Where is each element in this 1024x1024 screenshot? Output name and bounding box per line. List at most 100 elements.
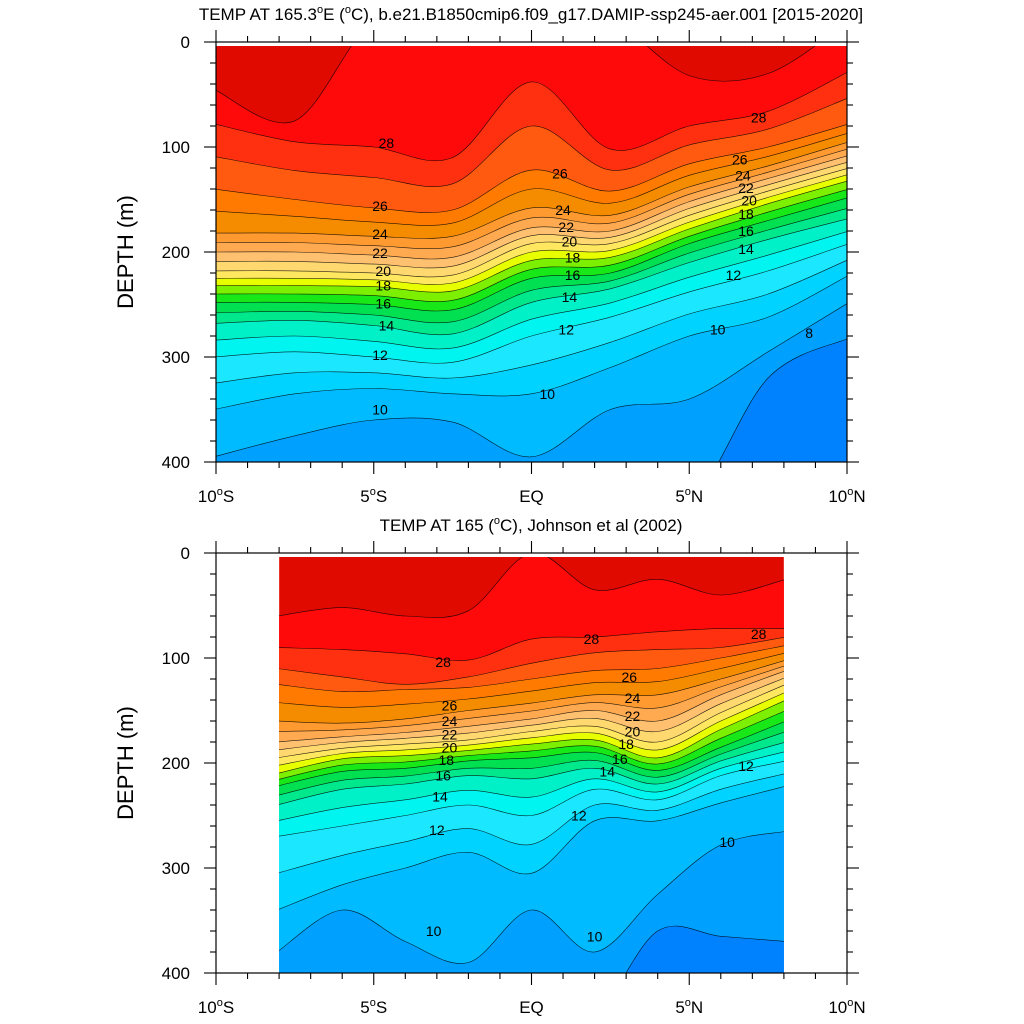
isotherm-15	[216, 208, 847, 324]
isotherm-10	[216, 275, 847, 410]
y-tick-label: 300	[162, 348, 190, 367]
x-tick-label: 5oN	[675, 997, 703, 1017]
contour-label: 26	[372, 198, 388, 214]
contour-label: 14	[432, 789, 448, 805]
isotherm-29	[216, 46, 816, 124]
contour-label: 26	[732, 152, 748, 168]
contour-label: 28	[751, 626, 767, 642]
contour-label: 10	[587, 928, 603, 944]
contour-label: 22	[738, 180, 754, 196]
isotherm-27	[216, 98, 847, 187]
isotherm-15	[279, 731, 784, 796]
contour-label: 22	[625, 708, 641, 724]
x-tick-label: EQ	[519, 487, 544, 506]
isotherm-25	[279, 652, 784, 708]
isotherm-16	[279, 721, 784, 786]
isotherm-12	[216, 243, 847, 364]
contour-label: 20	[741, 193, 757, 209]
isotherm-17	[216, 189, 847, 302]
isotherm-10	[279, 786, 784, 910]
y-tick-label: 100	[162, 138, 190, 157]
contour-fill-group	[279, 557, 784, 973]
isotherm-28	[279, 628, 784, 661]
contour-label: 22	[558, 219, 574, 235]
y-tick-label: 100	[162, 649, 190, 668]
contour-label: 14	[738, 241, 754, 257]
contour-label: 10	[539, 386, 555, 402]
isotherm-25	[216, 133, 847, 226]
x-tick-label: 5oN	[675, 486, 703, 506]
isotherm-19	[216, 174, 847, 285]
isotherm-17	[279, 711, 784, 780]
contour-label: 16	[565, 267, 581, 283]
contour-label: 12	[571, 808, 587, 824]
contour-label: 18	[618, 736, 634, 752]
contour-label: 20	[562, 234, 578, 250]
contour-label: 24	[442, 713, 458, 729]
y-tick-label: 300	[162, 859, 190, 878]
chart-title: TEMP AT 165.3oE (oC), b.e21.B1850cmip6.f…	[199, 4, 863, 24]
isotherm-18	[279, 700, 784, 774]
isotherm-23	[216, 148, 847, 250]
isotherm-8	[718, 338, 847, 462]
isotherm-19	[279, 692, 784, 766]
isotherm-14	[279, 742, 784, 805]
contour-label: 12	[558, 322, 574, 338]
contour-label: 22	[442, 727, 458, 743]
contour-label: 22	[372, 245, 388, 261]
isotherm-9	[216, 303, 847, 458]
y-tick-label: 0	[181, 544, 190, 563]
contour-label: 28	[435, 654, 451, 670]
isotherm-24	[216, 142, 847, 239]
contour-label: 10	[710, 322, 726, 338]
isotherm-13	[216, 231, 847, 350]
isotherm-20	[279, 684, 784, 758]
y-ticks: 0 100 200 300 400	[162, 33, 859, 472]
x-tick-label: 5oS	[360, 486, 387, 506]
y-tick-label: 0	[181, 33, 190, 52]
contour-label: 20	[375, 263, 391, 279]
y-tick-label: 200	[162, 243, 190, 262]
contour-label: 16	[435, 768, 451, 784]
isotherm-8	[625, 925, 784, 973]
isotherm-20	[216, 168, 847, 278]
contour-label: 14	[379, 318, 395, 334]
plot-area: 2826242220181614121026242220181614121028…	[162, 30, 866, 506]
contour-lines	[216, 46, 847, 462]
isotherm-21	[216, 161, 847, 269]
isotherm-9	[279, 831, 784, 964]
isotherm-29	[279, 557, 784, 618]
contour-label: 20	[625, 724, 641, 740]
contour-label: 26	[442, 697, 458, 713]
contour-label: 10	[719, 834, 735, 850]
isotherm-11	[279, 773, 784, 874]
contour-band-7	[625, 926, 784, 973]
contour-band-7	[718, 338, 847, 462]
x-tick-label: 10oN	[828, 997, 865, 1017]
contour-labels: 2826242220181614121028262422201816141210…	[426, 626, 767, 944]
x-tick-label: 5oS	[360, 997, 387, 1017]
contour-label: 16	[738, 223, 754, 239]
x-ticks: 10oS 5oS EQ 5oN 10oN	[198, 30, 866, 506]
x-tick-label: 10oS	[198, 997, 234, 1017]
contour-label: 10	[426, 923, 442, 939]
contour-label: 28	[379, 135, 395, 151]
isotherm-18	[216, 180, 847, 293]
chart-panel-observation: TEMP AT 165 (oC), Johnson et al (2002) D…	[113, 515, 866, 1017]
contour-label: 24	[735, 167, 751, 183]
contour-label: 18	[375, 278, 391, 294]
chart-title: TEMP AT 165 (oC), Johnson et al (2002)	[380, 515, 683, 535]
contour-label: 24	[625, 690, 641, 706]
y-tick-label: 200	[162, 754, 190, 773]
contour-label: 28	[584, 631, 600, 647]
contour-label: 26	[552, 165, 568, 181]
contour-label: 20	[442, 739, 458, 755]
contour-label: 12	[726, 267, 742, 283]
y-tick-label: 400	[162, 453, 190, 472]
isotherm-26	[216, 124, 847, 213]
x-ticks: 10oS 5oS EQ 5oN 10oN	[198, 541, 866, 1017]
contour-label: 24	[372, 226, 388, 242]
y-axis-label: DEPTH (m)	[113, 706, 138, 820]
isotherm-11	[216, 259, 847, 384]
